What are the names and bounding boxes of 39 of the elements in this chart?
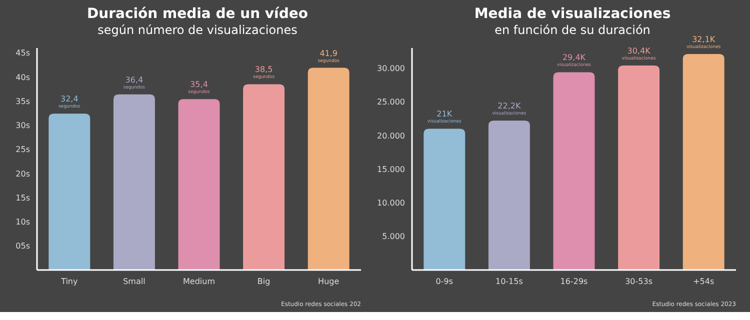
y-tick-label: 15s	[16, 193, 30, 202]
y-tick-label: 5.000	[382, 232, 405, 242]
y-tick-label: 15.000	[377, 164, 405, 174]
x-tick-label: 10-15s	[495, 277, 523, 286]
chart-subtitle: en función de su duración	[494, 23, 650, 37]
x-tick-label: 16-29s	[560, 277, 588, 286]
y-tick-label: 30s	[16, 121, 30, 130]
chart-subtitle: según número de visualizaciones	[98, 23, 298, 37]
bar	[178, 99, 220, 270]
y-tick-label: 40s	[16, 72, 30, 82]
y-tick-label: 45s	[16, 48, 30, 58]
x-tick-label: Small	[123, 277, 146, 286]
x-tick-label: Medium	[183, 277, 216, 286]
bar	[553, 72, 595, 270]
y-tick-label: 25.000	[377, 98, 405, 107]
chart-title: Media de visualizaciones	[474, 6, 671, 22]
bar	[113, 94, 155, 270]
x-tick-label: 30-53s	[625, 277, 653, 286]
chart-title: Duración media de un vídeo	[87, 6, 308, 22]
y-tick-label: 20s	[16, 169, 30, 178]
bar	[618, 65, 660, 270]
bar	[243, 84, 285, 270]
x-tick-label: 0-9s	[436, 277, 454, 286]
bar	[488, 120, 530, 270]
x-tick-label: Big	[257, 277, 270, 286]
bar	[682, 54, 724, 270]
x-tick-label: Huge	[318, 277, 340, 286]
y-tick-label: 20.000	[377, 131, 405, 140]
bar	[308, 68, 350, 270]
y-tick-label: 25s	[16, 145, 30, 154]
y-tick-label: 05s	[16, 242, 30, 251]
x-tick-label: Tiny	[60, 277, 78, 286]
y-tick-label: 10.000	[377, 198, 405, 208]
y-tick-label: 10s	[16, 218, 30, 227]
x-tick-label: +54s	[693, 277, 714, 286]
y-tick-label: 30.000	[377, 64, 405, 73]
bar	[424, 128, 466, 270]
y-tick-label: 35s	[16, 96, 30, 106]
bar	[48, 114, 90, 270]
